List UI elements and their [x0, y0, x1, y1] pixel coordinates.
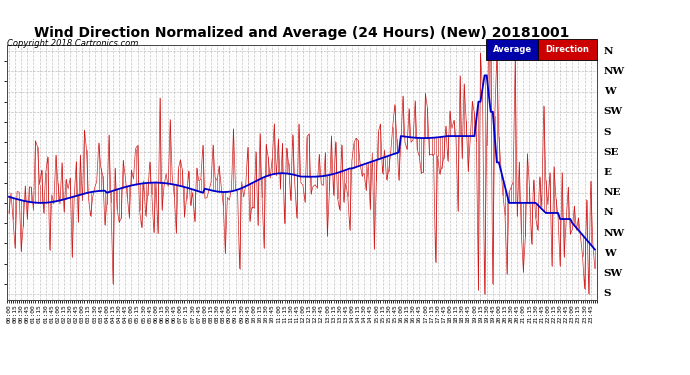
- Text: E: E: [604, 168, 612, 177]
- Text: SE: SE: [604, 148, 619, 157]
- Text: N: N: [604, 46, 613, 56]
- Text: Average: Average: [493, 45, 532, 54]
- Text: NE: NE: [604, 188, 621, 197]
- Text: W: W: [604, 87, 615, 96]
- Text: Copyright 2018 Cartronics.com: Copyright 2018 Cartronics.com: [7, 39, 138, 48]
- Text: S: S: [604, 128, 611, 136]
- Text: NW: NW: [604, 67, 625, 76]
- Text: SW: SW: [604, 269, 623, 278]
- Text: SW: SW: [604, 107, 623, 116]
- Text: Wind Direction Normalized and Average (24 Hours) (New) 20181001: Wind Direction Normalized and Average (2…: [34, 26, 569, 40]
- Text: NW: NW: [604, 229, 625, 238]
- Text: N: N: [604, 209, 613, 218]
- Text: S: S: [604, 290, 611, 298]
- Text: W: W: [604, 249, 615, 258]
- Text: Direction: Direction: [546, 45, 589, 54]
